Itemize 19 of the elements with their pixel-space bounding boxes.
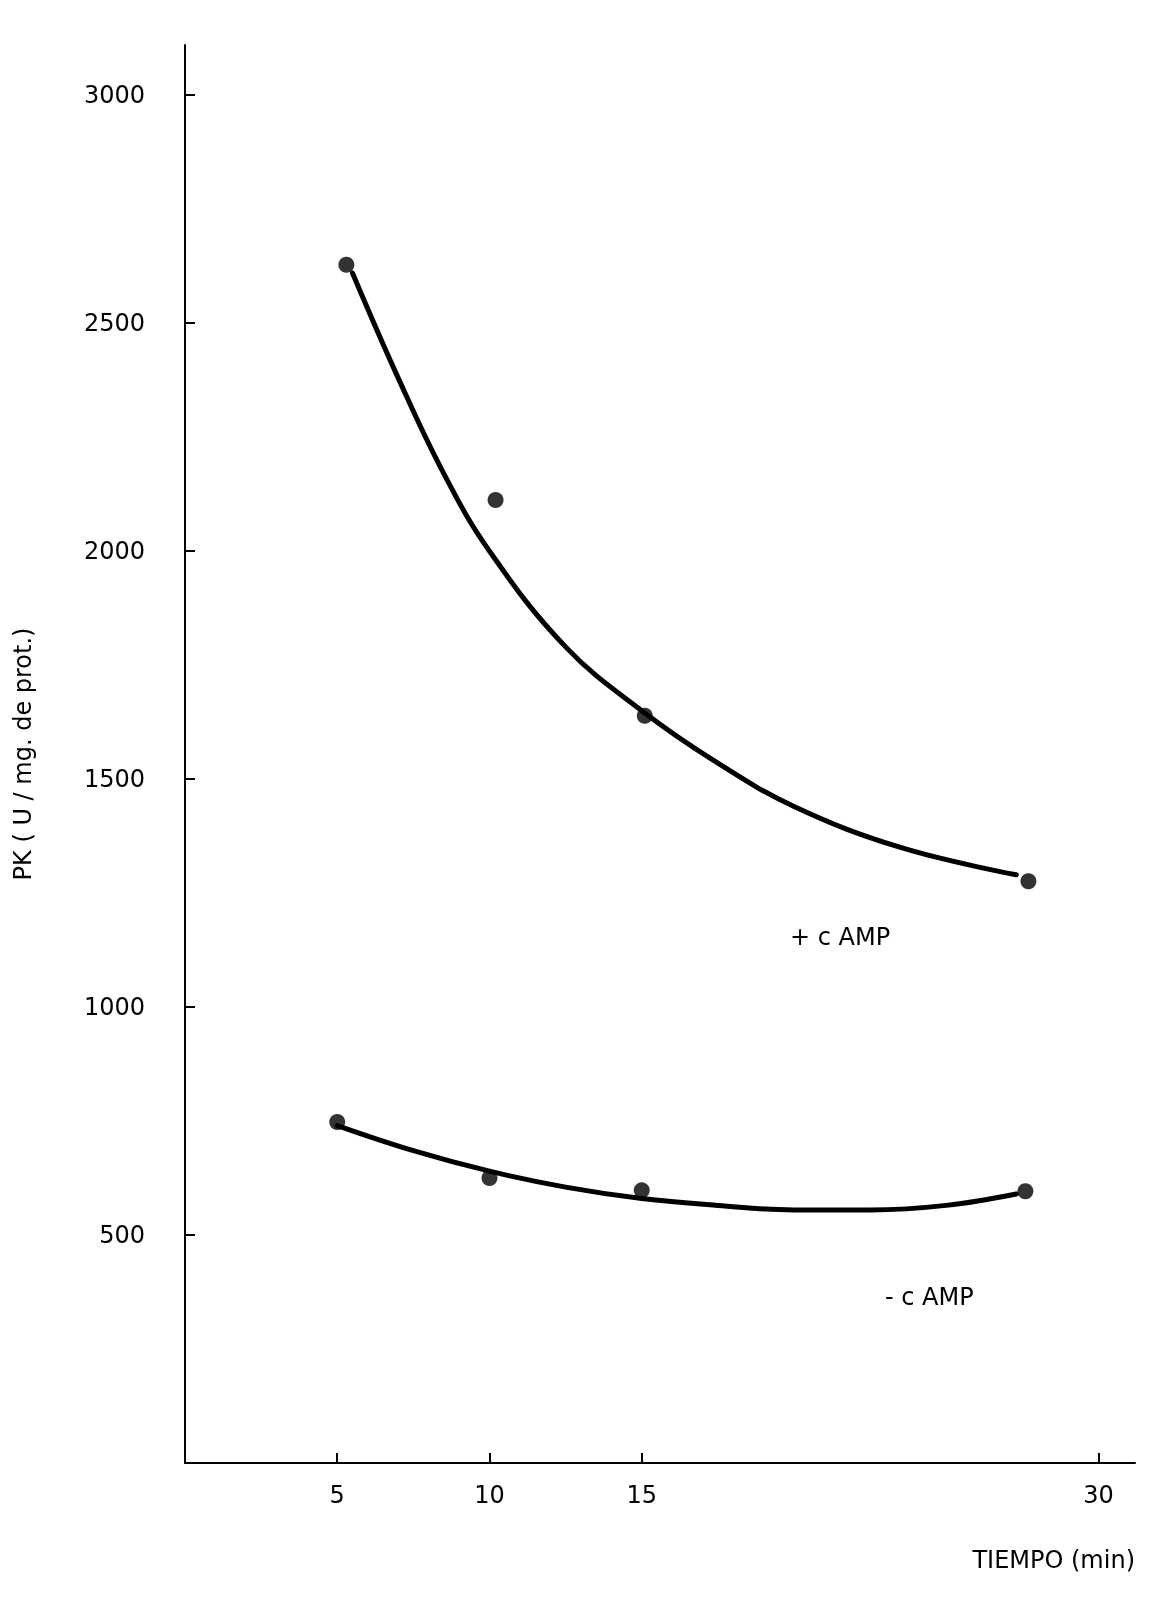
x-axis-title: TIEMPO (min) (971, 1546, 1135, 1574)
y-tick-label: 2000 (83, 537, 145, 566)
point (487, 492, 504, 509)
y-axis-title: PK ( U / mg. de prot.) (9, 627, 37, 881)
x-tick-label: 10 (474, 1481, 505, 1509)
y-tick-label: 1500 (83, 765, 145, 794)
annotation: + c AMP (790, 923, 891, 951)
point (633, 1182, 650, 1199)
annotation: - c AMP (885, 1283, 974, 1311)
x-tick-label: 30 (1083, 1481, 1114, 1509)
x-tick-label: 5 (329, 1481, 345, 1509)
y-tick-label: 2500 (83, 309, 145, 338)
point (1017, 1183, 1034, 1200)
y-tick-label: 500 (99, 1221, 145, 1250)
point (1020, 873, 1037, 890)
y-tick-label: 3000 (83, 81, 145, 110)
point (338, 256, 355, 273)
x-tick-label: 15 (626, 1481, 657, 1509)
y-tick-label: 1000 (83, 993, 145, 1022)
